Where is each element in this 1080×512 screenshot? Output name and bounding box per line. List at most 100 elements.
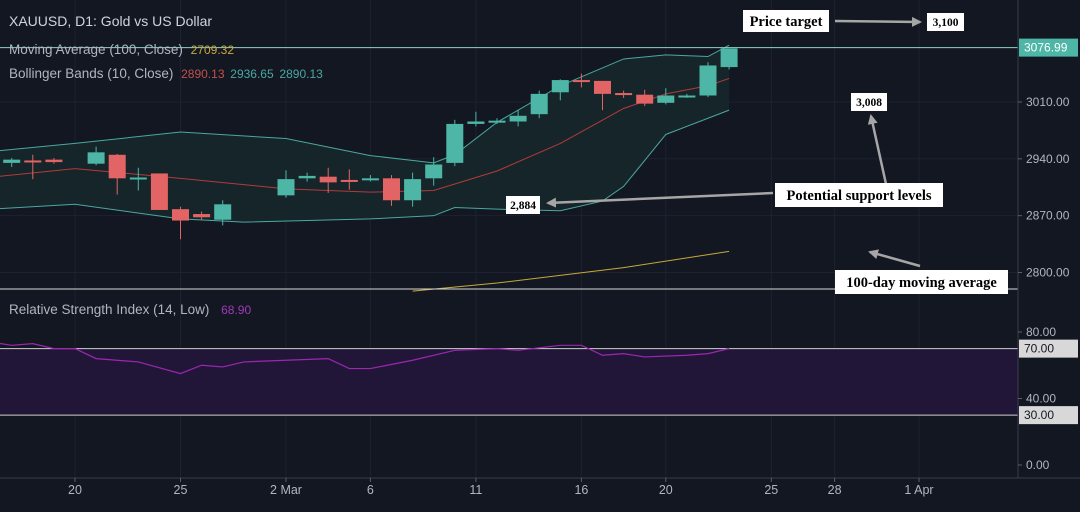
time-tick-label: 1 Apr (904, 483, 933, 497)
candle-body (150, 173, 168, 210)
candle-body (298, 175, 316, 179)
legend-bollinger-bands[interactable]: Bollinger Bands (10, Close) 2890.13 2936… (9, 66, 323, 81)
rsi-band-fill (0, 348, 1018, 416)
candle-bullish (3, 158, 21, 167)
rsi-level-label: 70.00 (1024, 342, 1054, 356)
time-tick-label: 20 (68, 483, 82, 497)
candle-bullish (657, 88, 675, 105)
bollinger-upper-line (0, 44, 730, 164)
moving-average-line (412, 250, 730, 292)
candle-bearish (108, 153, 126, 195)
candle-bearish (383, 175, 400, 206)
candle-body (594, 80, 611, 94)
candle-body (446, 123, 464, 163)
annotation-price-target-text: Price target (750, 14, 823, 30)
ma-arrow (868, 249, 921, 268)
candle-body (340, 179, 358, 182)
price-tick-label: 2870.00 (1026, 209, 1070, 223)
annotation-support-levels: Potential support levels (775, 183, 943, 207)
candle-body (404, 179, 422, 201)
candle-bearish (172, 206, 189, 240)
bb-label: Bollinger Bands (10, Close) (9, 66, 174, 81)
time-tick-label: 25 (174, 483, 188, 497)
candle-body (509, 115, 527, 122)
annotation-ma: 100-day moving average (835, 270, 1008, 294)
candle-bullish (298, 172, 316, 182)
support-arrow-left (546, 191, 774, 208)
candle-body (572, 80, 590, 83)
candle-body (425, 164, 443, 179)
last-price-badge (1019, 38, 1078, 57)
candle-bullish (678, 93, 696, 98)
time-tick-label: 6 (367, 483, 374, 497)
bollinger-lower-line (0, 109, 730, 223)
price-tick-label: 2800.00 (1026, 266, 1070, 280)
candle-bullish (425, 157, 443, 186)
annotation-support-levels-text: Potential support levels (787, 188, 932, 204)
candle-bullish (129, 167, 147, 191)
candle-body (172, 209, 189, 221)
candle-body (87, 152, 105, 164)
candle-body (214, 204, 232, 220)
candle-bullish (699, 62, 717, 98)
rsi-level-badge (1019, 406, 1078, 425)
time-tick-label: 16 (574, 483, 588, 497)
candle-body (699, 65, 717, 96)
legend-moving-average[interactable]: Moving Average (100, Close) 2709.32 (9, 42, 234, 57)
candle-body (530, 93, 548, 115)
candle-body (636, 94, 654, 104)
candle-bullish (277, 170, 295, 198)
time-tick-label: 28 (828, 483, 842, 497)
legend-rsi[interactable]: Relative Strength Index (14, Low) 68.90 (9, 302, 251, 317)
candle-bullish (361, 175, 379, 182)
candle-bearish (572, 73, 590, 88)
annotation-ma-box (835, 270, 1008, 294)
rsi-value: 68.90 (221, 303, 252, 317)
time-tick-label: 20 (659, 483, 673, 497)
symbol-title-text: XAUUSD, D1: Gold vs US Dollar (9, 13, 213, 29)
candle-body (277, 179, 295, 196)
candle-bullish (530, 90, 548, 119)
annotation-3008: 3,008 (851, 93, 887, 111)
candle-bearish (594, 80, 611, 111)
candle-body (45, 159, 63, 163)
candle-body (467, 121, 485, 124)
candle-bullish (87, 146, 105, 166)
bb-middle-value: 2890.13 (279, 67, 323, 81)
candle-body (720, 48, 738, 68)
candle-bullish (488, 118, 506, 124)
rsi-level-badge (1019, 339, 1078, 358)
bollinger-fill (0, 45, 730, 223)
symbol-title: XAUUSD, D1: Gold vs US Dollar (9, 13, 212, 29)
candle-bullish (214, 200, 232, 226)
candle-bullish (446, 119, 464, 167)
price-tick-label: 3010.00 (1026, 95, 1070, 109)
candle-bearish (615, 90, 633, 98)
candle-body (129, 177, 147, 180)
rsi-tick-label: 0.00 (1026, 458, 1050, 472)
time-tick-label: 2 Mar (270, 483, 302, 497)
annotation-price-target-box (743, 10, 829, 32)
candle-body (657, 95, 675, 103)
annotation-3100-box (927, 13, 964, 31)
bb-upper-value: 2936.65 (230, 67, 274, 81)
annotation-2884-text: 2,884 (510, 200, 536, 212)
candle-body (3, 159, 21, 163)
candle-body (361, 178, 379, 181)
annotation-3100: 3,100 (927, 13, 964, 31)
annotation-price-target: Price target (743, 10, 829, 32)
annotation-3100-text: 3,100 (933, 17, 959, 29)
bb-lower-value: 2890.13 (181, 67, 225, 81)
candle-bearish (45, 158, 63, 164)
candle-bearish (636, 89, 654, 107)
time-tick-label: 25 (764, 483, 778, 497)
annotation-3008-box (851, 93, 887, 111)
annotation-2884-box (506, 196, 540, 214)
candle-bearish (24, 154, 42, 180)
candle-bearish (150, 173, 168, 210)
rsi-level-label: 30.00 (1024, 408, 1054, 422)
candle-body (193, 214, 211, 218)
rsi-tick-label: 80.00 (1026, 325, 1056, 339)
